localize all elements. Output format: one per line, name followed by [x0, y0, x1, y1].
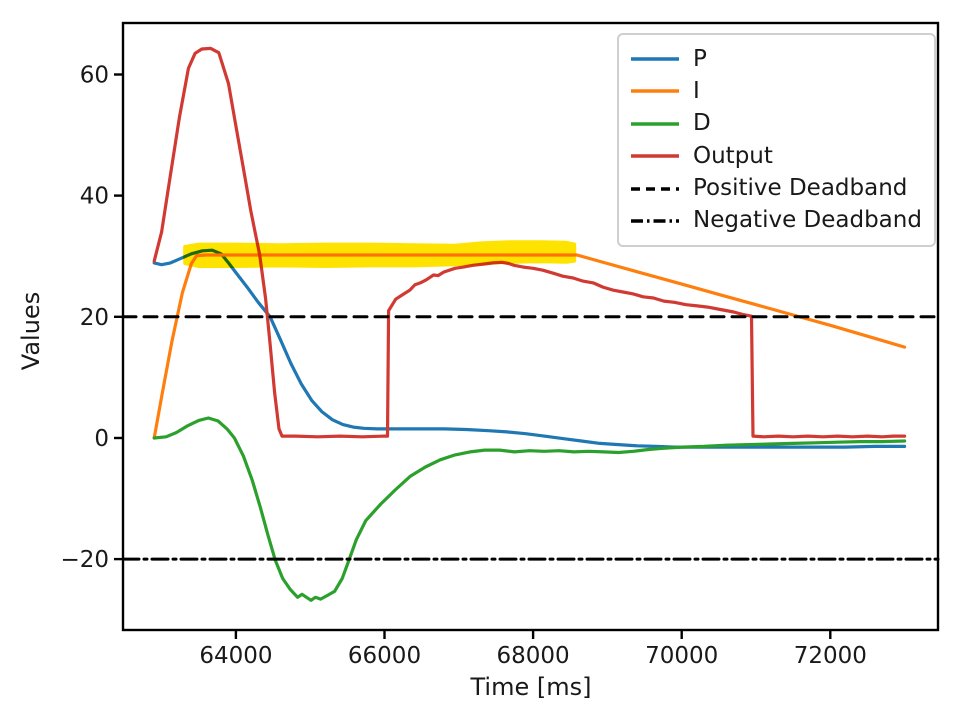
legend-label: D [693, 110, 711, 137]
y-tick-label: 20 [80, 305, 109, 331]
legend-line-sample [631, 57, 679, 61]
x-tick-label: 64000 [199, 643, 272, 669]
legend-line-sample [631, 186, 679, 191]
legend-item-d: D [631, 109, 922, 139]
x-tick-label: 66000 [348, 643, 421, 669]
highlight-band [183, 240, 577, 268]
legend-item-positive-deadband: Positive Deadband [631, 174, 922, 204]
series-line-d [152, 416, 907, 602]
y-tick-label: −20 [60, 547, 109, 573]
legend-item-negative-deadband: Negative Deadband [631, 206, 922, 236]
legend-line-sample [631, 219, 679, 223]
legend-label: Positive Deadband [693, 175, 908, 202]
y-tick-label: 0 [94, 426, 109, 452]
legend-item-output: Output [631, 141, 922, 171]
legend: P I D Output Positive Deadband Negative Deadb… [617, 33, 936, 247]
legend-line-sample [631, 154, 679, 158]
legend-line-sample [631, 89, 679, 94]
legend-label: I [693, 77, 700, 104]
legend-label: Output [693, 142, 773, 169]
axes-spines [121, 21, 940, 632]
x-tick-label: 72000 [794, 643, 867, 669]
legend-label: Negative Deadband [693, 207, 922, 234]
x-axis-label: Time [ms] [470, 673, 592, 701]
legend-item-p: P [631, 44, 922, 74]
legend-item-i: I [631, 76, 922, 106]
x-tick-label: 68000 [497, 643, 570, 669]
x-tick-label: 70000 [645, 643, 718, 669]
y-tick-label: 40 [80, 184, 109, 210]
legend-line-sample [631, 122, 679, 126]
y-tick-label: 60 [80, 63, 109, 89]
y-axis-label: Values [17, 291, 45, 371]
legend-label: P [693, 45, 707, 72]
